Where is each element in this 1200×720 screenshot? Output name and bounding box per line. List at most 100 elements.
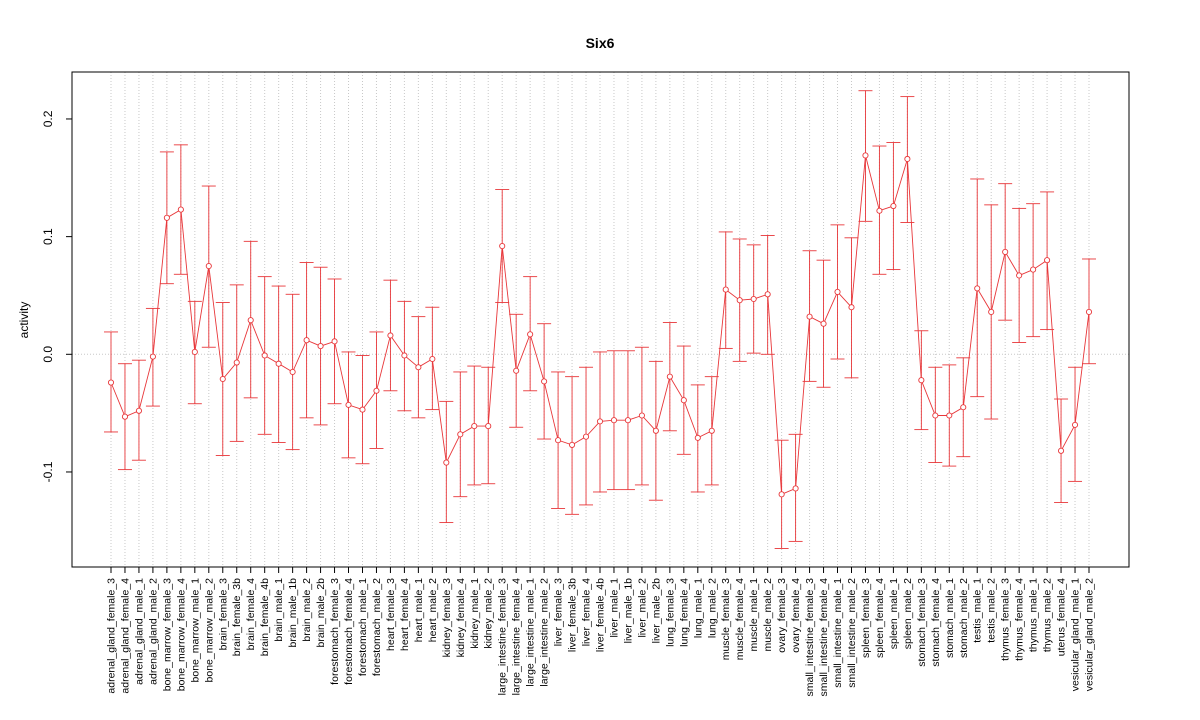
x-tick-label: forestomach_male_2 — [371, 578, 383, 676]
x-tick-label: muscle_female_4 — [734, 578, 746, 660]
data-point — [471, 423, 478, 430]
x-tick-label: heart_male_1 — [413, 578, 425, 642]
x-tick-label: forestomach_male_1 — [357, 578, 369, 676]
data-point — [974, 285, 981, 292]
data-point — [638, 412, 645, 419]
x-tick-label: liver_female_3b — [567, 578, 579, 652]
x-tick-label: heart_female_3 — [385, 578, 397, 651]
x-tick-label: brain_female_3b — [231, 578, 243, 656]
x-tick-label: uterus_female_4 — [1056, 578, 1068, 656]
data-point — [429, 355, 436, 363]
x-tick-label: ovary_female_3 — [776, 578, 788, 653]
y-tick-label: 0.0 — [41, 346, 55, 363]
data-point — [666, 373, 673, 380]
x-tick-label: muscle_female_3 — [720, 578, 732, 660]
x-tick-label: stomach_female_4 — [930, 578, 942, 667]
x-tick-label: kidney_female_4 — [455, 578, 467, 658]
x-tick-label: stomach_female_3 — [916, 578, 928, 667]
data-point — [345, 401, 352, 408]
x-tick-label: stomach_male_1 — [944, 578, 956, 658]
data-point — [527, 331, 534, 338]
x-tick-label: liver_male_1 — [608, 578, 620, 638]
data-point — [485, 423, 492, 430]
x-tick-label: heart_female_4 — [399, 578, 411, 651]
x-tick-label: brain_male_1b — [287, 578, 299, 648]
data-point — [876, 207, 883, 214]
data-point — [890, 202, 897, 210]
data-point — [932, 412, 939, 419]
x-tick-label: large_intestine_female_3 — [497, 578, 509, 695]
x-tick-label: liver_female_3 — [553, 578, 565, 646]
data-point — [373, 387, 380, 394]
y-axis: -0.1 0.0 0.1 0.2 — [41, 110, 72, 482]
x-tick-label: liver_male_2b — [650, 578, 662, 644]
x-tick-label: muscle_male_2 — [762, 578, 774, 652]
series-layer — [104, 90, 1096, 549]
data-point — [1016, 272, 1023, 279]
data-point — [610, 417, 618, 424]
x-tick-label: lung_male_1 — [692, 578, 704, 638]
data-point — [918, 377, 925, 384]
data-point — [331, 338, 338, 345]
data-point — [555, 437, 562, 444]
data-point — [177, 206, 184, 213]
x-tick-label: heart_male_2 — [427, 578, 439, 642]
x-tick-label: testis_male_1 — [972, 578, 984, 643]
x-tick-label: forestomach_female_3 — [329, 578, 341, 685]
x-tick-label: brain_female_4b — [259, 578, 271, 656]
data-point — [680, 397, 687, 404]
x-tick-label: thymus_male_2 — [1042, 578, 1054, 652]
x-tick-label: large_intestine_male_2 — [539, 578, 551, 687]
data-point — [261, 352, 268, 359]
x-tick-label: muscle_male_1 — [748, 578, 760, 652]
x-tick-label: testis_male_2 — [986, 578, 998, 643]
x-tick-label: lung_female_4 — [678, 578, 690, 647]
data-point — [359, 406, 366, 413]
data-point — [834, 288, 841, 295]
data-point — [191, 348, 198, 355]
data-point — [792, 485, 799, 492]
x-tick-label: lung_female_3 — [664, 578, 676, 647]
x-tick-label: adrenal_gland_female_4 — [119, 578, 131, 694]
x-tick-label: thymus_male_1 — [1028, 578, 1040, 652]
data-point — [149, 353, 156, 360]
x-tick-label: bone_marrow_male_2 — [203, 578, 215, 683]
y-tick-label: 0.1 — [41, 228, 55, 245]
x-tick-label: small_intestine_female_3 — [804, 578, 816, 697]
data-point — [135, 407, 142, 414]
x-tick-label: adrenal_gland_male_1 — [133, 578, 145, 685]
x-tick-label: large_intestine_female_4 — [511, 578, 523, 695]
data-point — [163, 214, 170, 221]
x-tick-label: liver_male_2 — [636, 578, 648, 638]
data-point — [317, 343, 324, 350]
x-tick-label: kidney_female_3 — [441, 578, 453, 658]
data-point — [708, 427, 715, 434]
data-point — [722, 286, 729, 293]
x-tick-label: thymus_female_4 — [1014, 578, 1026, 661]
x-tick-label: kidney_male_1 — [469, 578, 481, 649]
x-tick-label: brain_male_2b — [315, 578, 327, 648]
chart-title: Six6 — [586, 35, 615, 51]
x-tick-label: lung_male_2 — [706, 578, 718, 638]
x-tick-label: vesicular_gland_male_1 — [1070, 578, 1082, 691]
x-tick-label: bone_marrow_female_3 — [161, 578, 173, 691]
data-point — [750, 295, 757, 303]
x-tick-label: vesicular_gland_male_2 — [1084, 578, 1096, 691]
data-point — [513, 367, 520, 374]
data-point — [107, 379, 115, 386]
data-point — [121, 413, 129, 420]
x-tick-label: adrenal_gland_male_2 — [147, 578, 159, 685]
x-tick-label: brain_male_2 — [301, 578, 313, 642]
data-point — [848, 304, 855, 311]
data-point — [736, 297, 743, 304]
x-tick-label: kidney_male_2 — [483, 578, 495, 649]
x-tick-label: forestomach_female_4 — [343, 578, 355, 685]
x-tick-label: brain_female_3 — [217, 578, 229, 651]
x-tick-label: liver_male_1b — [622, 578, 634, 644]
data-point — [205, 262, 212, 270]
data-point — [275, 360, 282, 367]
x-tick-label: liver_female_4b — [595, 578, 607, 652]
data-point — [541, 378, 548, 385]
data-point — [401, 352, 408, 359]
